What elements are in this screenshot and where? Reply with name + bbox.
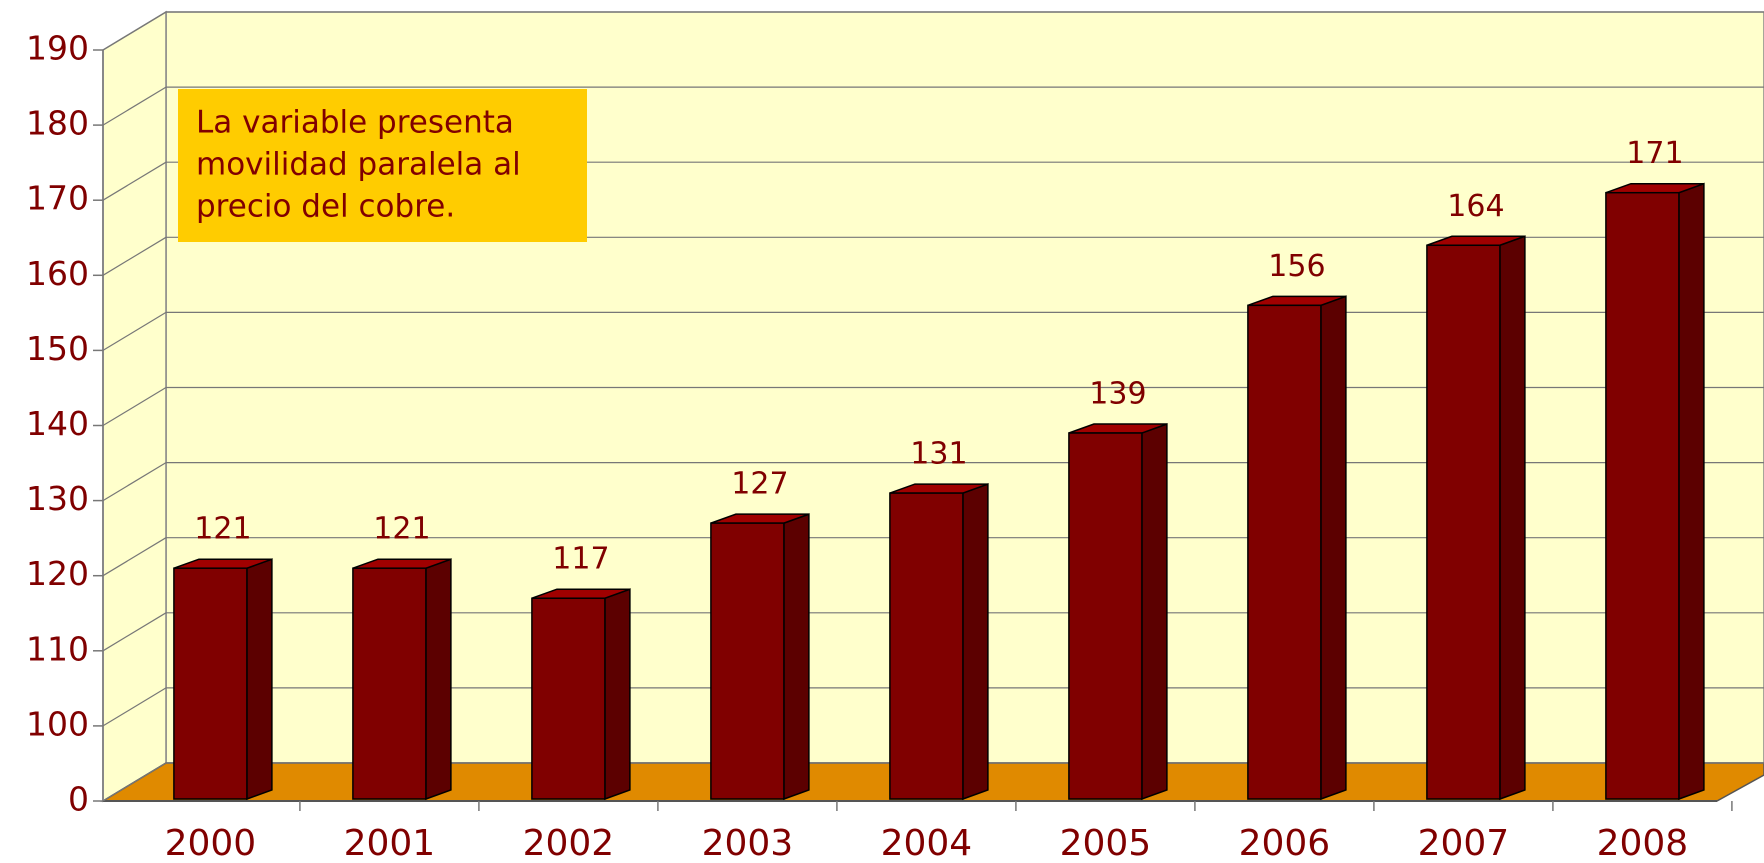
y-tick-label: 190 [26, 29, 89, 68]
bar [173, 567, 248, 800]
x-tick-label: 2004 [881, 823, 973, 863]
grid-line-side [102, 462, 167, 502]
x-tick-label: 2006 [1239, 823, 1331, 863]
x-tick-label: 2005 [1060, 823, 1152, 863]
bar [889, 492, 964, 800]
annotation: La variable presenta movilidad paralela a… [196, 105, 521, 225]
x-tick-label: 2000 [165, 823, 257, 863]
bar-side [1499, 235, 1526, 801]
y-tick-label: 180 [26, 104, 89, 143]
y-tick-label: 100 [26, 704, 89, 743]
bar [710, 522, 785, 800]
bar [352, 567, 427, 800]
bar [1426, 244, 1501, 800]
x-tick-label: 2001 [344, 823, 436, 863]
data-label: 171 [1626, 136, 1683, 171]
grid-line-side [102, 311, 167, 351]
bars: 2000 121 2001 121 2002 117 2003 127 2004 131 2005 1… [165, 136, 1733, 863]
grid-line-side [102, 386, 167, 427]
data-label: 121 [194, 512, 251, 547]
data-label: 117 [552, 542, 609, 577]
annotation-box [178, 89, 587, 242]
data-label: 121 [373, 512, 430, 547]
bar [1605, 191, 1680, 800]
data-label: 131 [910, 437, 967, 472]
y-tick-label: 160 [26, 254, 89, 293]
y-tick-label: 120 [26, 554, 89, 593]
annotation-line: movilidad paralela al [196, 147, 521, 183]
bar-side [962, 483, 989, 801]
grid-line-side [102, 11, 167, 51]
grid-line-side [102, 236, 167, 276]
grid-line-side [102, 161, 167, 201]
x-tick-label: 2007 [1418, 823, 1510, 863]
bar [531, 597, 606, 800]
bar-side [783, 513, 810, 801]
x-tick-label: 2002 [523, 823, 615, 863]
data-label: 139 [1089, 377, 1146, 412]
bar-side [1678, 182, 1705, 801]
data-label: 127 [731, 467, 788, 502]
bar-side [1320, 295, 1347, 801]
data-label: 164 [1447, 189, 1504, 224]
bar [1247, 304, 1322, 800]
y-tick-label: 170 [26, 179, 89, 218]
bar-side [1141, 422, 1168, 801]
y-tick-label: 130 [26, 479, 89, 518]
y-tick-label: 150 [26, 329, 89, 368]
x-tick-label: 2008 [1597, 823, 1689, 863]
grid-line-side [102, 762, 167, 802]
data-label: 156 [1268, 249, 1325, 284]
y-tick-label: 140 [26, 404, 89, 443]
bar-side [425, 558, 452, 801]
annotation-line: precio del cobre. [196, 189, 455, 225]
grid-line-side [102, 687, 167, 727]
grid-line-side [102, 537, 167, 577]
bar [1068, 432, 1143, 800]
grid-line-side [102, 612, 167, 652]
y-tick-label: 0 [68, 780, 89, 819]
y-tick-label: 110 [26, 629, 89, 668]
bar-side [604, 588, 631, 801]
grid-line-side [102, 86, 167, 126]
annotation-line: La variable presenta [196, 105, 514, 141]
bar-side [246, 558, 273, 801]
x-tick-label: 2003 [702, 823, 794, 863]
